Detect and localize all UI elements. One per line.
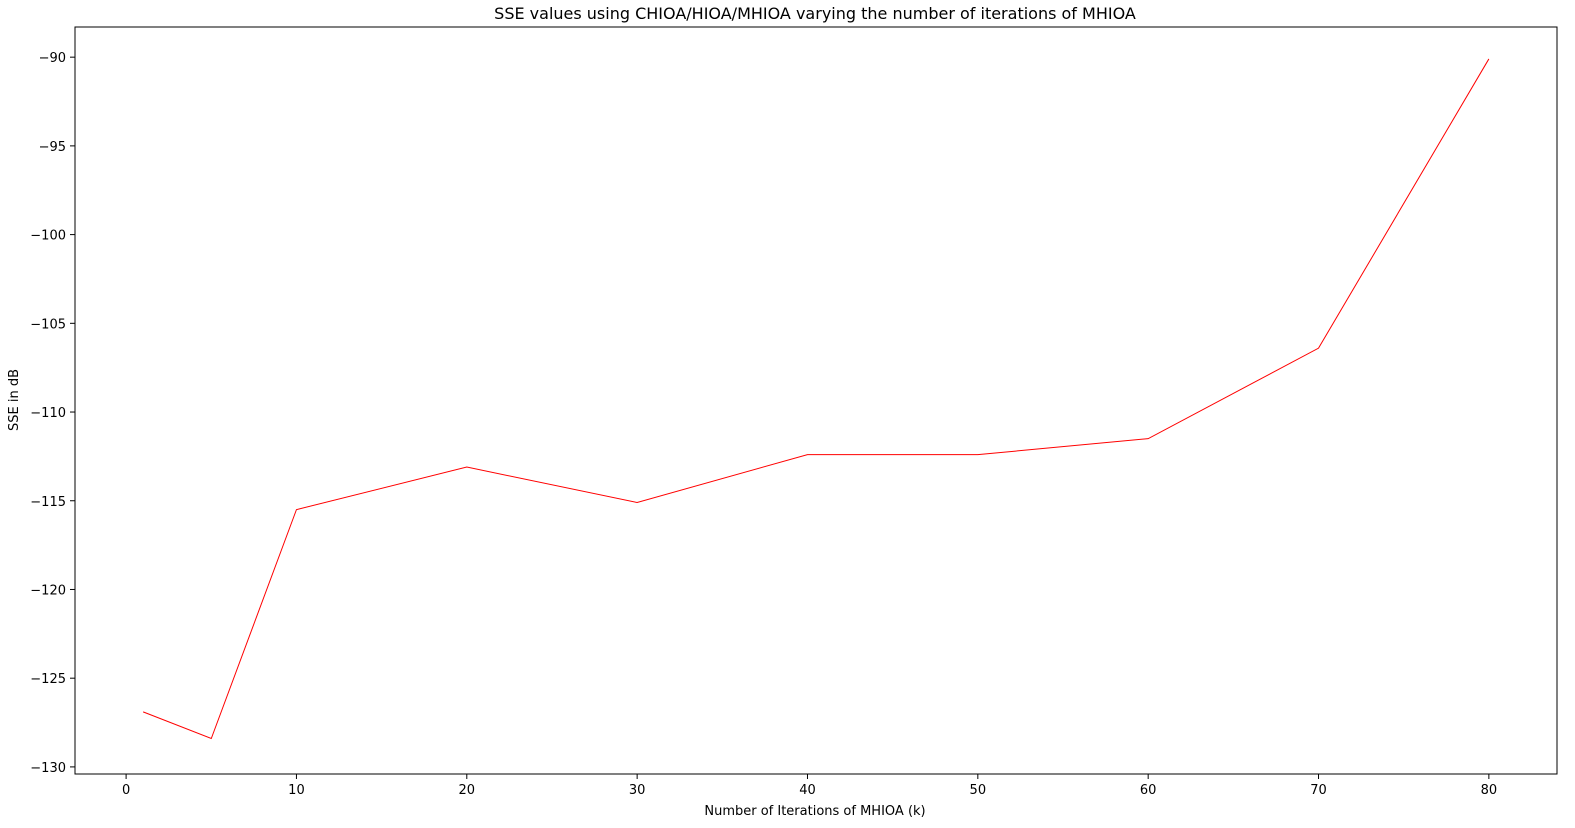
x-tick-label: 60 [1140,783,1157,798]
series-layer [142,58,1490,740]
x-tick-label: 10 [288,783,305,798]
y-axis-ticks: −130 −125 −120 −115 −110 −105 −100 −95 −90 [30,51,75,776]
x-axis-label: Number of Iterations of MHIOA (k) [704,804,925,819]
y-tick-label: −105 [30,317,66,332]
y-tick-label: −95 [39,140,66,155]
x-tick-label: 80 [1481,783,1498,798]
x-tick-label: 20 [459,783,476,798]
y-axis-label: SSE in dB [7,369,22,431]
y-tick-label: −110 [30,406,66,421]
y-tick-label: −100 [30,229,66,244]
plot-area-frame [74,26,1558,775]
y-tick-label: −120 [30,583,66,598]
x-tick-label: 50 [970,783,987,798]
y-tick-label: −90 [39,51,66,66]
y-tick-label: −125 [30,672,66,687]
x-tick-label: 0 [122,783,130,798]
x-tick-label: 70 [1310,783,1327,798]
x-tick-label: 30 [629,783,646,798]
y-tick-label: −115 [30,495,66,510]
x-axis-ticks: 0 10 20 30 40 50 60 70 80 [122,774,1497,798]
y-tick-label: −130 [30,761,66,776]
chart-title: SSE values using CHIOA/HIOA/MHIOA varyin… [494,4,1136,23]
x-tick-label: 40 [799,783,816,798]
series-line [142,58,1490,740]
